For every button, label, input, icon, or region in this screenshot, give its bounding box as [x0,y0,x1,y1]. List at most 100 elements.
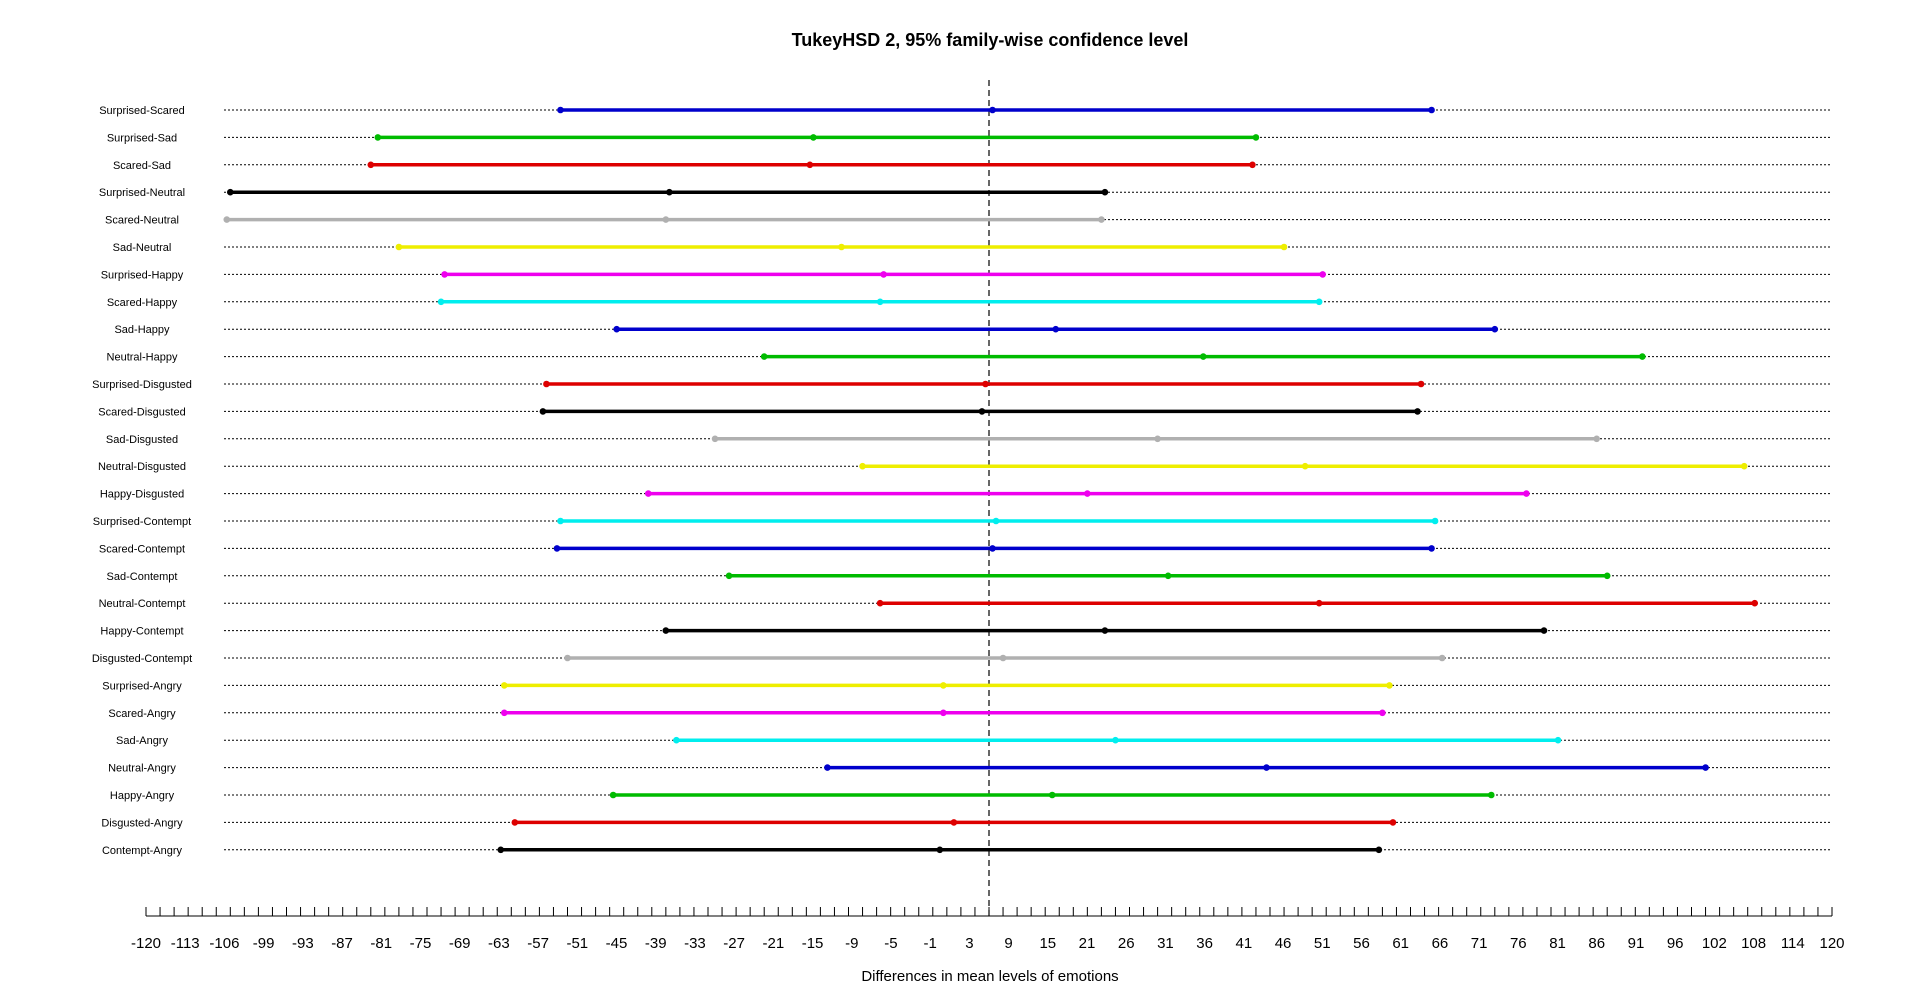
interval-lower-point [441,271,448,278]
interval-diff-point [992,517,1000,525]
interval-diff-point [989,106,996,114]
interval-diff-point [838,243,845,251]
x-tick-label: 9 [1004,935,1012,952]
interval-diff-point [876,298,884,306]
interval-upper-point [1375,846,1383,854]
interval-diff-point [936,846,944,854]
x-tick-label: 31 [1157,935,1174,952]
x-axis-label: Differences in mean levels of emotions [861,968,1118,985]
interval-lower-point [876,599,884,607]
row-label: Surprised-Happy [101,269,184,281]
x-tick-label: 86 [1588,935,1605,952]
x-tick-label: -27 [723,935,745,952]
confidence-intervals [223,106,1759,854]
x-axis: -120 -113 -106 -99 -93 -87 -81 -75 -69 -63 -57 -51-… [131,907,1845,952]
interval-diff-point [1164,572,1172,580]
interval-lower-point [367,161,375,169]
x-tick-label: -99 [253,935,275,952]
interval-upper-point [1487,791,1495,799]
x-tick-label: 108 [1741,935,1766,952]
interval-lower-point [543,380,550,388]
x-tick-label: -9 [845,935,858,952]
x-tick-label: -87 [331,935,353,952]
interval-diff-point [950,819,958,826]
interval-upper-point [1751,599,1759,607]
interval-upper-point [1540,627,1548,634]
x-tick-label: -51 [566,935,588,952]
row-label: Sad-Disgusted [106,434,178,446]
x-tick-label: 21 [1079,935,1096,952]
x-tick-label: -57 [527,935,549,952]
x-tick-label: -63 [488,935,510,952]
row-label: Surprised-Angry [102,680,182,692]
interval-diff-point [1048,791,1056,799]
x-tick-label: 26 [1118,935,1135,952]
interval-diff-point [880,271,887,278]
interval-upper-point [1491,325,1499,333]
x-tick-label: 96 [1667,935,1684,952]
row-label: Sad-Contempt [107,571,178,583]
interval-diff-point [1052,325,1060,333]
x-tick-label: -120 [131,935,161,952]
row-label: Scared-Happy [107,297,178,309]
row-label: Disgusted-Angry [101,817,183,829]
row-label: Neutral-Angry [108,763,176,775]
row-label: Surprised-Neutral [99,187,185,199]
row-label: Happy-Contempt [100,626,183,638]
interval-upper-point [1428,545,1435,552]
interval-diff-point [1315,599,1323,607]
x-tick-label: 36 [1196,935,1213,952]
x-tick-label: 15 [1039,935,1056,952]
row-label: Scared-Neutral [105,215,179,227]
interval-lower-point [824,764,831,771]
x-tick-label: 120 [1819,935,1844,952]
interval-upper-point [1438,654,1446,662]
interval-lower-point [613,325,620,333]
chart-title: TukeyHSD 2, 95% family-wise confidence l… [792,30,1189,50]
interval-lower-point [227,188,234,196]
interval-diff-point [978,408,986,415]
row-label: Surprised-Contempt [93,516,191,528]
interval-upper-point [1554,736,1562,744]
interval-diff-point [1101,627,1109,634]
interval-upper-point [1593,435,1600,443]
interval-upper-point [1389,819,1397,826]
interval-upper-point [1414,408,1421,415]
row-label: Neutral-Disgusted [98,461,186,473]
interval-diff-point [810,134,817,141]
interval-lower-point [662,627,670,634]
row-label: Neutral-Contempt [99,598,186,610]
interval-lower-point [760,353,768,360]
row-label: Sad-Happy [114,324,170,336]
interval-diff-point [662,216,670,223]
x-tick-label: -33 [684,935,706,952]
interval-lower-point [564,654,571,662]
x-tick-label: 41 [1236,935,1253,952]
row-label: Surprised-Sad [107,132,177,144]
row-label: Happy-Disgusted [100,489,184,501]
interval-diff-point [989,545,996,552]
interval-upper-point [1639,353,1646,360]
interval-lower-point [673,736,680,744]
x-tick-label: -75 [410,935,432,952]
x-tick-label: -45 [606,935,628,952]
interval-upper-point [1702,764,1709,771]
interval-lower-point [553,545,561,552]
x-tick-label: -21 [763,935,785,952]
interval-lower-point [557,517,564,525]
interval-upper-point [1740,462,1748,470]
x-tick-label: 91 [1628,935,1645,952]
interval-lower-point [557,106,564,114]
interval-upper-point [1252,134,1260,141]
row-label: Scared-Contempt [99,543,185,555]
x-tick-label: 114 [1781,935,1805,952]
interval-upper-point [1098,216,1105,223]
interval-lower-point [644,490,652,497]
row-labels: Surprised-Scared Surprised-Sad Scared-Sad S… [92,105,192,857]
x-tick-label: -81 [370,935,392,952]
interval-diff-point [1154,435,1161,443]
interval-diff-point [982,380,989,388]
interval-upper-point [1379,709,1386,717]
interval-upper-point [1417,380,1425,388]
interval-upper-point [1280,243,1288,251]
